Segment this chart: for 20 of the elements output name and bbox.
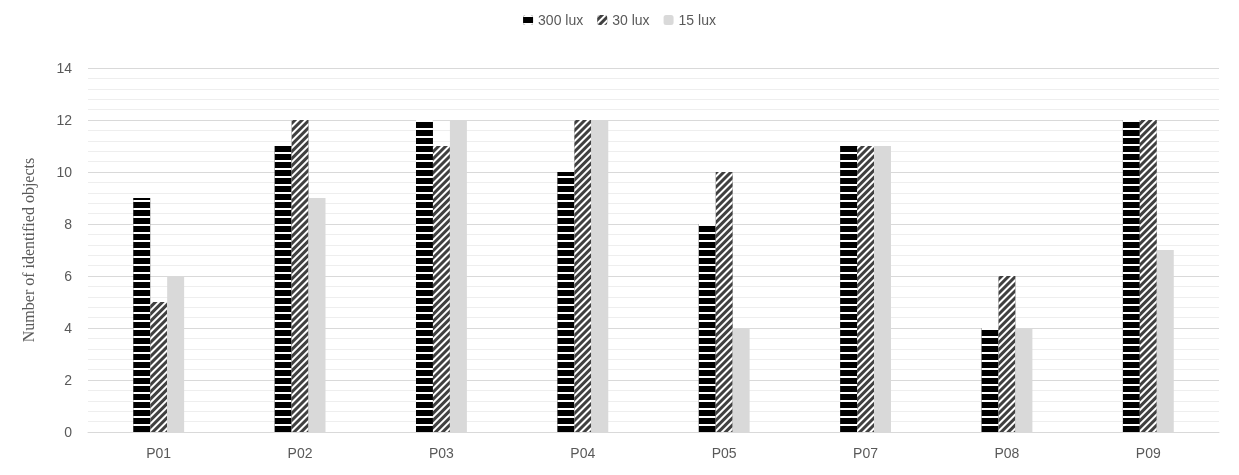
x-tick-label: P03 bbox=[428, 445, 455, 461]
x-tick-label: P05 bbox=[711, 445, 737, 461]
x-tick-label: P02 bbox=[287, 445, 313, 461]
legend-label: 30 lux bbox=[612, 12, 650, 28]
x-tick-label: P01 bbox=[146, 445, 172, 461]
legend-label: 300 lux bbox=[538, 12, 584, 28]
y-tick-label: 14 bbox=[56, 60, 73, 76]
x-tick-label: P09 bbox=[1135, 445, 1161, 461]
y-tick-label: 8 bbox=[64, 216, 73, 232]
legend-label: 15 lux bbox=[678, 12, 716, 28]
x-tick-label: P04 bbox=[570, 445, 596, 461]
y-tick-label: 6 bbox=[64, 268, 73, 284]
y-tick-label: 4 bbox=[64, 320, 73, 336]
y-tick-label: 0 bbox=[64, 424, 73, 440]
x-tick-label: P07 bbox=[853, 445, 879, 461]
y-tick-label: 12 bbox=[56, 112, 73, 128]
y-axis-title: Number of identified objects bbox=[19, 157, 38, 343]
y-tick-label: 10 bbox=[56, 164, 73, 180]
x-tick-label: P08 bbox=[994, 445, 1020, 461]
y-tick-label: 2 bbox=[64, 372, 73, 388]
